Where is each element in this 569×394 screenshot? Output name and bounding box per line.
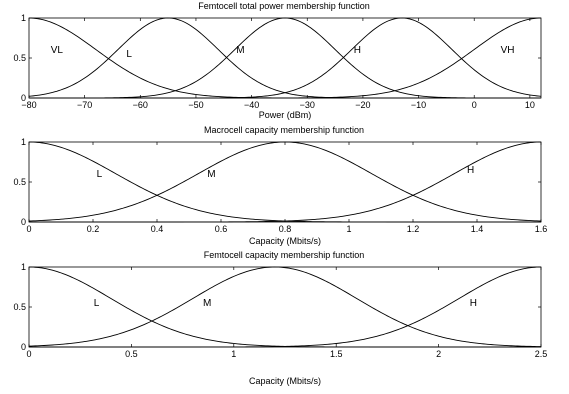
- set-labels: VL L M H VH: [51, 45, 515, 60]
- x-tick-label: −10: [411, 100, 426, 110]
- membership-curve-vh: [29, 17, 542, 99]
- set-label-h: H: [467, 165, 474, 176]
- x-tick-label: 1.4: [471, 224, 484, 234]
- membership-curves: [28, 141, 542, 223]
- plot-title: Femtocell capacity membership function: [204, 250, 365, 260]
- macrocell-capacity-plot: Macrocell capacity membership function 0…: [13, 125, 547, 246]
- x-tick-label: 1.2: [407, 224, 420, 234]
- x-tick-label: −40: [244, 100, 259, 110]
- y-tick-label: 0.5: [13, 302, 26, 312]
- x-tick-label: −50: [188, 100, 203, 110]
- set-label-h: H: [354, 45, 361, 56]
- y-tick-label: 1: [21, 262, 26, 272]
- femtocell-capacity-plot: Femtocell capacity membership function 0…: [13, 250, 547, 386]
- x-tick-label: −30: [300, 100, 315, 110]
- plot-title: Femtocell total power membership functio…: [198, 1, 370, 11]
- membership-curves: [28, 17, 542, 99]
- axis-ticks: −80 −70 −60 −50 −40 −30 −20 −10 0 10 0 0.5 1: [13, 13, 541, 110]
- x-axis-label: Capacity (Mbits/s): [249, 376, 321, 386]
- x-tick-label: 0: [26, 349, 31, 359]
- x-tick-label: −70: [77, 100, 92, 110]
- x-tick-label: 0.2: [87, 224, 100, 234]
- x-tick-label: 0: [472, 100, 477, 110]
- set-label-h: H: [470, 298, 477, 309]
- x-axis-label: Capacity (Mbits/s): [249, 236, 321, 246]
- plot-frame: [28, 17, 542, 99]
- x-axis-label: Power (dBm): [259, 110, 312, 120]
- membership-curve-h: [29, 266, 542, 348]
- set-label-l: L: [97, 169, 103, 180]
- plot-frame: [28, 266, 542, 348]
- power-membership-plot: Femtocell total power membership functio…: [13, 1, 542, 120]
- y-tick-label: 0.5: [13, 53, 26, 63]
- y-tick-label: 0: [21, 93, 26, 103]
- x-tick-label: 0.4: [151, 224, 164, 234]
- membership-curve-m: [28, 141, 542, 222]
- set-label-m: M: [203, 298, 211, 309]
- y-tick-label: 1: [21, 13, 26, 23]
- x-tick-label: 0: [26, 224, 31, 234]
- set-label-l: L: [94, 298, 100, 309]
- x-tick-label: 2: [436, 349, 441, 359]
- y-tick-label: 0: [21, 342, 26, 352]
- y-tick-label: 1: [21, 137, 26, 147]
- x-tick-label: 0.6: [215, 224, 228, 234]
- plot-title: Macrocell capacity membership function: [204, 125, 364, 135]
- set-label-m: M: [236, 45, 244, 56]
- axis-ticks: 0 0.2 0.4 0.6 0.8 1 1.2 1.4 1.6 0 0.5 1: [13, 137, 547, 234]
- set-label-m: M: [207, 169, 215, 180]
- x-tick-label: 1: [346, 224, 351, 234]
- x-tick-label: 2.5: [535, 349, 548, 359]
- membership-curves: [28, 266, 542, 348]
- x-tick-label: 1.5: [330, 349, 343, 359]
- plot-frame: [28, 141, 542, 223]
- set-label-vl: VL: [51, 45, 64, 56]
- membership-curve-h: [29, 141, 542, 223]
- set-label-vh: VH: [501, 45, 515, 56]
- x-tick-label: 10: [525, 100, 535, 110]
- x-tick-label: −80: [21, 100, 36, 110]
- y-tick-label: 0.5: [13, 177, 26, 187]
- x-tick-label: 0.5: [125, 349, 138, 359]
- membership-curve-m: [28, 266, 542, 348]
- x-tick-label: 0.8: [279, 224, 292, 234]
- x-tick-label: 1.6: [535, 224, 548, 234]
- x-tick-label: −20: [355, 100, 370, 110]
- y-tick-label: 0: [21, 217, 26, 227]
- x-tick-label: −60: [133, 100, 148, 110]
- set-label-l: L: [126, 49, 132, 60]
- x-tick-label: 1: [231, 349, 236, 359]
